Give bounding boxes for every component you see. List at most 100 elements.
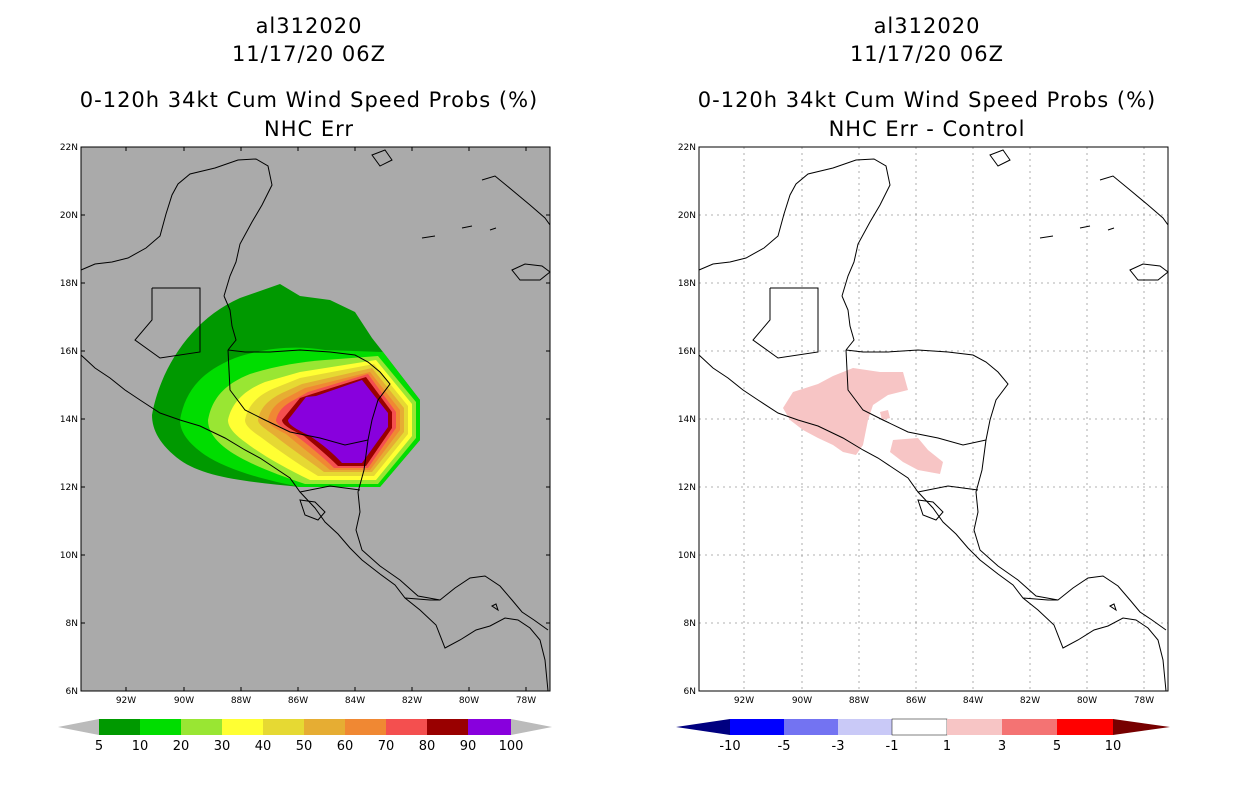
- costa-rica-border: [404, 597, 440, 601]
- caribbean-coast: [845, 349, 1167, 631]
- prob-band-100: [288, 380, 388, 463]
- colorbar-swatch: [181, 719, 222, 735]
- colorbar-right: -10 -5 -3 -1 1 3 5 10: [676, 718, 1170, 754]
- diff-region-1-to-3: [890, 438, 943, 474]
- nicaragua-border: [917, 485, 979, 493]
- lat-label: 12N: [678, 483, 696, 493]
- guatemala-border: [134, 287, 201, 359]
- lat-label: 6N: [66, 687, 78, 697]
- colorbar-swatch: [1002, 719, 1057, 735]
- left-panel: al312020 11/17/20 06Z 0-120h 34kt Cum Wi…: [58, 14, 552, 754]
- colorbar-swatch: [730, 719, 784, 735]
- colorbar-swatch: [1057, 719, 1113, 735]
- lat-label: 10N: [678, 551, 696, 561]
- colorbar-swatch: [99, 719, 140, 735]
- cayman-islands: [1039, 225, 1115, 239]
- nicaragua-border: [299, 485, 361, 493]
- lon-label: 90W: [792, 696, 812, 706]
- lon-label: 84W: [963, 696, 983, 706]
- lon-label: 92W: [116, 696, 136, 706]
- lat-ticks: 22N 20N 18N 16N 14N 12N 10N 8N 6N: [60, 143, 550, 697]
- lat-label: 10N: [60, 551, 78, 561]
- colorbar-label: -5: [778, 739, 791, 754]
- colorbar-label: -10: [719, 739, 740, 754]
- colorbar-swatch: [891, 718, 948, 736]
- lat-label: 18N: [678, 279, 696, 289]
- diff-region-1-to-3: [783, 368, 908, 455]
- panama-island: [1109, 603, 1117, 612]
- lat-label: 6N: [684, 687, 696, 697]
- costa-rica-border: [1022, 597, 1058, 601]
- lon-label: 78W: [1134, 696, 1154, 706]
- coastlines: [80, 149, 551, 692]
- lat-label: 22N: [60, 143, 78, 153]
- colorbar-label: 30: [214, 739, 231, 754]
- lat-label: 8N: [684, 619, 696, 629]
- colorbar-label: 3: [998, 739, 1006, 754]
- panama-island: [491, 603, 499, 612]
- storm-id-title: al312020: [873, 14, 981, 38]
- colorbar-left: 5 10 20 30 40 50 60 70 80 90 100: [58, 719, 552, 754]
- lon-label: 84W: [345, 696, 365, 706]
- colorbar-swatch: [140, 719, 181, 735]
- colorbar-label: 10: [1105, 739, 1122, 754]
- belize-coast: [841, 295, 855, 351]
- colorbar-left-end: [58, 719, 99, 735]
- colorbar-label: 70: [378, 739, 395, 754]
- lake-nicaragua: [917, 499, 944, 521]
- lat-ticks: 22N 20N 18N 16N 14N 12N 10N 8N 6N: [678, 143, 696, 697]
- honduras-border: [845, 349, 987, 446]
- lon-label: 82W: [1020, 696, 1040, 706]
- colorbar-label: 5: [1053, 739, 1061, 754]
- belize-coast: [223, 295, 237, 351]
- colorbar-swatch: [784, 719, 838, 735]
- map-left: 22N 20N 18N 16N 14N 12N 10N 8N 6N 92W 90…: [58, 143, 552, 754]
- product-title: 0-120h 34kt Cum Wind Speed Probs (%): [79, 88, 539, 112]
- lake-nicaragua: [299, 499, 326, 521]
- lon-ticks: 92W 90W 88W 86W 84W 82W 80W 78W: [116, 147, 536, 706]
- colorbar-label: 40: [255, 739, 272, 754]
- right-panel: al312020 11/17/20 06Z 0-120h 34kt Cum Wi…: [618, 0, 1236, 800]
- colorbar-label: 60: [337, 739, 354, 754]
- honduras-border: [227, 349, 369, 446]
- lat-label: 20N: [60, 211, 78, 221]
- lon-label: 80W: [459, 696, 479, 706]
- colorbar-swatch: [386, 719, 427, 735]
- lon-label: 88W: [231, 696, 251, 706]
- colorbar-swatch: [427, 719, 468, 735]
- lat-label: 22N: [678, 143, 696, 153]
- lat-label: 14N: [678, 415, 696, 425]
- lat-label: 20N: [678, 211, 696, 221]
- colorbar-label: 20: [173, 739, 190, 754]
- subtitle: NHC Err: [263, 117, 354, 141]
- colorbar-right-end: [1113, 719, 1170, 735]
- lon-label: 88W: [849, 696, 869, 706]
- colorbar-label: 1: [943, 739, 951, 754]
- lat-label: 16N: [678, 347, 696, 357]
- pacific-coast: [80, 354, 549, 692]
- map-frame: [698, 146, 1169, 692]
- colorbar-left-end: [676, 719, 730, 735]
- storm-id-title: al312020: [255, 14, 363, 38]
- colorbar-label: 50: [296, 739, 313, 754]
- colorbar-swatch: [468, 719, 511, 735]
- cuba-coast: [371, 149, 551, 226]
- lon-label: 82W: [402, 696, 422, 706]
- product-title: 0-120h 34kt Cum Wind Speed Probs (%): [697, 88, 1157, 112]
- lat-label: 8N: [66, 619, 78, 629]
- colorbar-swatch: [222, 719, 263, 735]
- colorbar-label: -3: [832, 739, 845, 754]
- lon-label: 78W: [516, 696, 536, 706]
- lon-label: 86W: [906, 696, 926, 706]
- colorbar-swatch: [304, 719, 345, 735]
- yucatan-coast: [80, 158, 273, 297]
- map-right: 22N 20N 18N 16N 14N 12N 10N 8N 6N 92W 90…: [676, 143, 1170, 754]
- cayman-islands: [421, 225, 497, 239]
- lon-label: 80W: [1077, 696, 1097, 706]
- coastlines: [698, 149, 1169, 692]
- caribbean-coast: [227, 349, 549, 631]
- colorbar-label: -1: [886, 739, 899, 754]
- lon-label: 90W: [174, 696, 194, 706]
- pacific-coast: [698, 354, 1167, 692]
- lat-label: 16N: [60, 347, 78, 357]
